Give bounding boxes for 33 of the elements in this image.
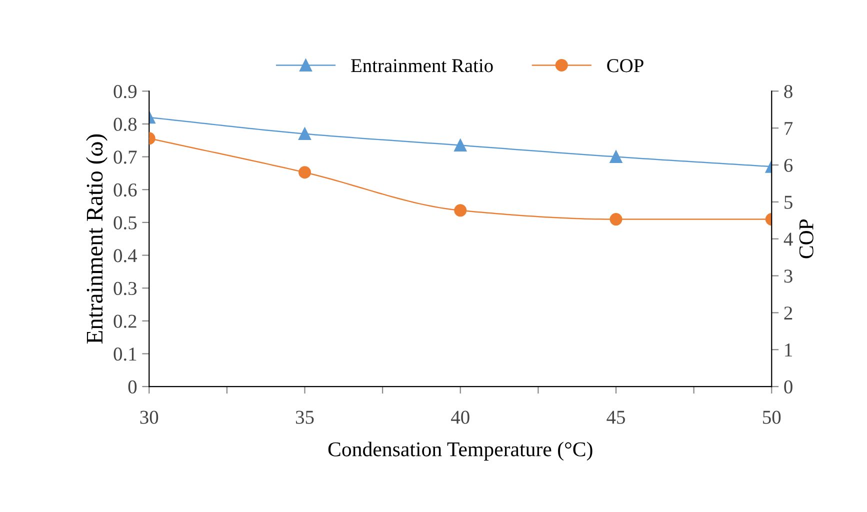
point bbox=[454, 204, 467, 217]
x-tick-label: 40 bbox=[451, 410, 470, 424]
y-tick-label: 0 bbox=[128, 380, 137, 394]
y-tick-label: 0.8 bbox=[114, 118, 137, 131]
x-tick-label: 50 bbox=[763, 410, 781, 424]
point bbox=[610, 213, 622, 226]
y2-tick-label: 4 bbox=[784, 232, 793, 246]
point bbox=[610, 150, 622, 164]
y-tick-label: 0.6 bbox=[114, 183, 137, 197]
y-tick-label: 0.3 bbox=[114, 282, 137, 296]
legend-label: Entrainment Ratio bbox=[351, 59, 493, 72]
y-tick-label: 0.9 bbox=[114, 84, 137, 98]
y-axis-title: Entrainment Ratio (ω) bbox=[86, 134, 108, 344]
y-tick-label: 0.5 bbox=[114, 216, 137, 230]
y2-axis-title: COP bbox=[799, 219, 814, 258]
legend-label: COP bbox=[607, 59, 644, 72]
x-tick-label: 35 bbox=[296, 410, 314, 424]
x-axis-title: Condensation Temperature (°C) bbox=[328, 442, 592, 461]
y2-tick-label: 8 bbox=[784, 84, 792, 98]
y-tick-label: 0.7 bbox=[114, 150, 137, 164]
y2-tick-label: 1 bbox=[785, 344, 792, 356]
y-tick-label: 0.1 bbox=[114, 348, 136, 361]
y2-tick-label: 0 bbox=[784, 380, 792, 394]
y2-tick-label: 3 bbox=[784, 270, 792, 283]
y-tick-label: 0.2 bbox=[114, 314, 136, 328]
y2-tick-label: 2 bbox=[784, 306, 792, 320]
point bbox=[454, 139, 467, 152]
y2-tick-label: 7 bbox=[784, 122, 793, 135]
y2-tick-label: 6 bbox=[784, 158, 793, 172]
x-tick-label: 30 bbox=[140, 410, 158, 424]
y2-tick-label: 5 bbox=[784, 196, 792, 209]
y-tick-label: 0.4 bbox=[114, 249, 138, 262]
x-tick-label: 45 bbox=[606, 410, 625, 424]
